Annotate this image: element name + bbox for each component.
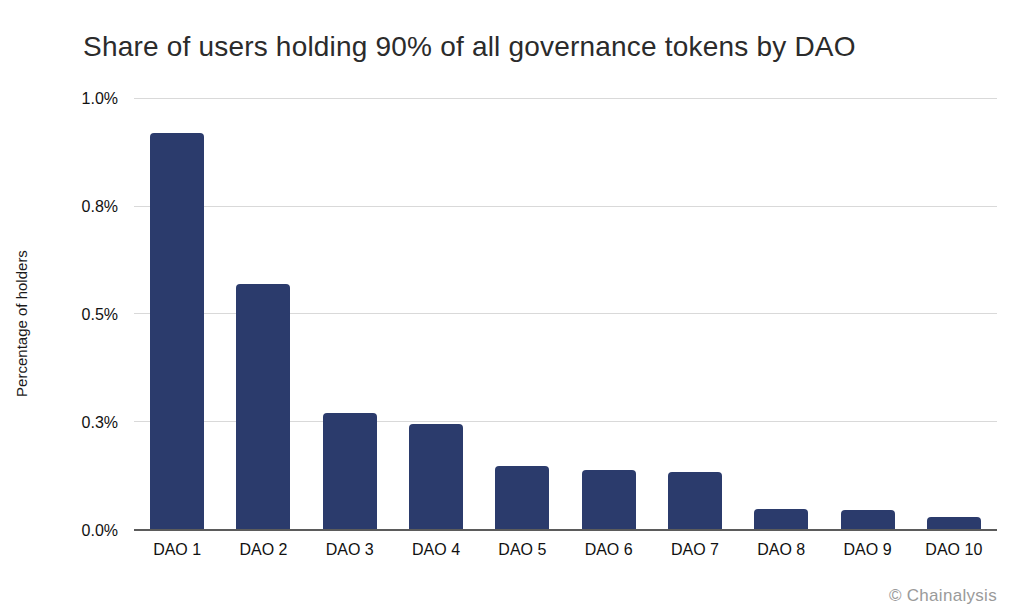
bar-slot-dao-5 [479, 99, 565, 529]
x-tick-label: DAO 5 [479, 541, 565, 559]
bar-dao-5 [495, 466, 549, 529]
plot-area [134, 99, 997, 531]
bar-dao-9 [841, 510, 895, 529]
bar-dao-1 [150, 133, 204, 529]
x-tick-label: DAO 3 [307, 541, 393, 559]
y-tick-label: 0.5% [82, 306, 118, 324]
x-tick-label: DAO 1 [134, 541, 220, 559]
x-tick-label: DAO 9 [824, 541, 910, 559]
bar-dao-8 [754, 509, 808, 529]
x-axis-tick-labels: DAO 1DAO 2DAO 3DAO 4DAO 5DAO 6DAO 7DAO 8… [134, 541, 997, 559]
x-tick-label: DAO 6 [565, 541, 651, 559]
bar-dao-7 [668, 472, 722, 529]
bar-slot-dao-1 [134, 99, 220, 529]
x-tick-label: DAO 7 [652, 541, 738, 559]
y-tick-label: 1.0% [82, 90, 118, 108]
y-tick-label: 0.3% [82, 414, 118, 432]
x-tick-label: DAO 4 [393, 541, 479, 559]
bar-dao-10 [927, 517, 981, 529]
chart-title: Share of users holding 90% of all govern… [83, 31, 856, 63]
bar-slot-dao-10 [911, 99, 997, 529]
chart-container: Share of users holding 90% of all govern… [0, 0, 1024, 616]
bar-slot-dao-3 [307, 99, 393, 529]
y-tick-label: 0.8% [82, 198, 118, 216]
bar-slot-dao-8 [738, 99, 824, 529]
bar-slot-dao-7 [652, 99, 738, 529]
x-tick-label: DAO 10 [911, 541, 997, 559]
bar-slot-dao-4 [393, 99, 479, 529]
y-axis-tick-labels: 0.0%0.3%0.5%0.8%1.0% [0, 99, 126, 531]
bar-slot-dao-6 [565, 99, 651, 529]
y-tick-label: 0.0% [82, 522, 118, 540]
bar-dao-4 [409, 424, 463, 529]
bar-dao-6 [582, 470, 636, 529]
bar-slot-dao-9 [824, 99, 910, 529]
bar-dao-3 [323, 413, 377, 529]
bar-slot-dao-2 [220, 99, 306, 529]
x-tick-label: DAO 8 [738, 541, 824, 559]
x-tick-label: DAO 2 [220, 541, 306, 559]
bar-dao-2 [236, 284, 290, 529]
bar-series [134, 99, 997, 529]
attribution-text: © Chainalysis [889, 586, 997, 606]
